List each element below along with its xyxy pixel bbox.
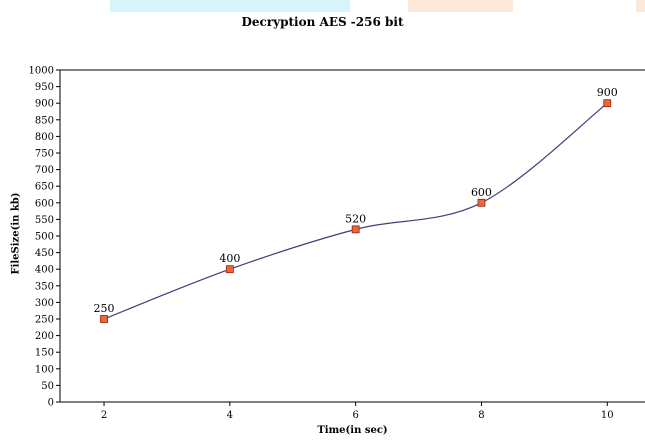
y-tick-label: 50 [41, 381, 54, 392]
data-label: 250 [94, 302, 115, 315]
series-line [103, 102, 608, 320]
y-tick-label: 600 [35, 198, 54, 209]
y-tick-label: 750 [35, 149, 54, 160]
decorative-band [110, 0, 350, 12]
chart-title: Decryption AES -256 bit [241, 15, 404, 29]
data-point-marker [477, 198, 486, 207]
x-tick-label: 2 [101, 410, 107, 421]
y-tick-label: 800 [35, 132, 54, 143]
x-tick-label: 6 [352, 410, 358, 421]
x-axis-title: Time(in sec) [317, 425, 388, 436]
data-label: 600 [471, 186, 492, 199]
x-tick-label: 8 [478, 410, 484, 421]
y-axis-title: FileSize(in kb) [10, 192, 22, 275]
x-tick-label: 4 [227, 410, 233, 421]
data-point-marker [100, 315, 108, 323]
x-tick-label: 10 [601, 410, 614, 421]
y-tick-label: 150 [35, 348, 54, 359]
y-tick-label: 1000 [29, 66, 54, 77]
y-tick-label: 450 [35, 248, 54, 259]
y-tick-label: 350 [35, 281, 54, 292]
decorative-band [636, 0, 645, 12]
y-tick-label: 0 [48, 398, 54, 409]
y-tick-label: 900 [35, 99, 54, 110]
y-tick-label: 400 [35, 265, 54, 276]
y-tick-label: 550 [35, 215, 54, 226]
y-tick-label: 700 [35, 165, 54, 176]
data-label: 520 [345, 212, 366, 225]
y-tick-label: 250 [35, 315, 54, 326]
y-tick-label: 850 [35, 115, 54, 126]
y-tick-label: 300 [35, 298, 54, 309]
y-tick-label: 100 [35, 364, 54, 375]
data-label: 400 [219, 252, 240, 265]
data-label: 900 [597, 86, 618, 99]
data-point-marker [225, 265, 234, 274]
decorative-band [408, 0, 513, 12]
y-tick-label: 200 [35, 331, 54, 342]
data-point-marker [603, 99, 612, 108]
data-point-marker [351, 225, 360, 234]
y-tick-label: 500 [35, 232, 54, 243]
y-tick-label: 650 [35, 182, 54, 193]
y-tick-label: 950 [35, 82, 54, 93]
